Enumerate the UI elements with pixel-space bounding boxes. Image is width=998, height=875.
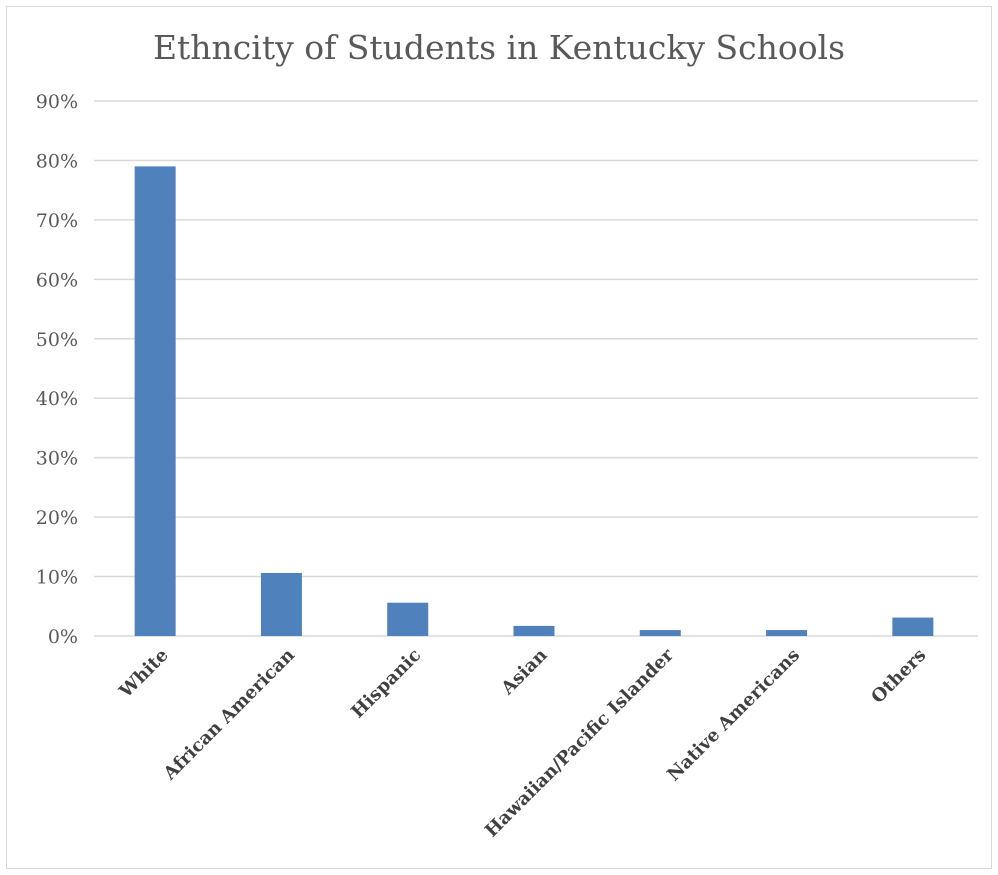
y-tick-label: 10% [36,567,78,589]
bar [513,625,555,636]
gridlines [94,100,978,637]
y-tick-label: 30% [36,448,78,470]
x-category-label: Asian [497,645,552,700]
y-tick-label: 20% [36,507,78,529]
chart-title: Ethncity of Students in Kentucky Schools [152,28,846,67]
bars [134,166,934,636]
x-category-label: Hispanic [347,645,425,723]
bar [387,602,429,636]
bar [892,617,934,636]
y-tick-label: 50% [36,329,78,351]
x-category-label: African American [159,645,299,785]
bar [134,166,176,636]
y-tick-label: 60% [36,269,78,291]
y-axis-tick-labels: 0% 10% 20% 30% 40% 50% 60% 70% 80% 90% [36,91,78,648]
y-tick-label: 80% [36,150,78,172]
y-tick-label: 90% [36,91,78,113]
y-tick-label: 70% [36,210,78,232]
bar [639,630,681,636]
x-category-label: White [115,645,173,703]
x-category-label: Native Americans [663,645,804,786]
bar [766,630,808,636]
y-tick-label: 0% [48,626,78,648]
x-category-label: Others [867,645,930,708]
bar [260,572,302,636]
y-tick-label: 40% [36,388,78,410]
